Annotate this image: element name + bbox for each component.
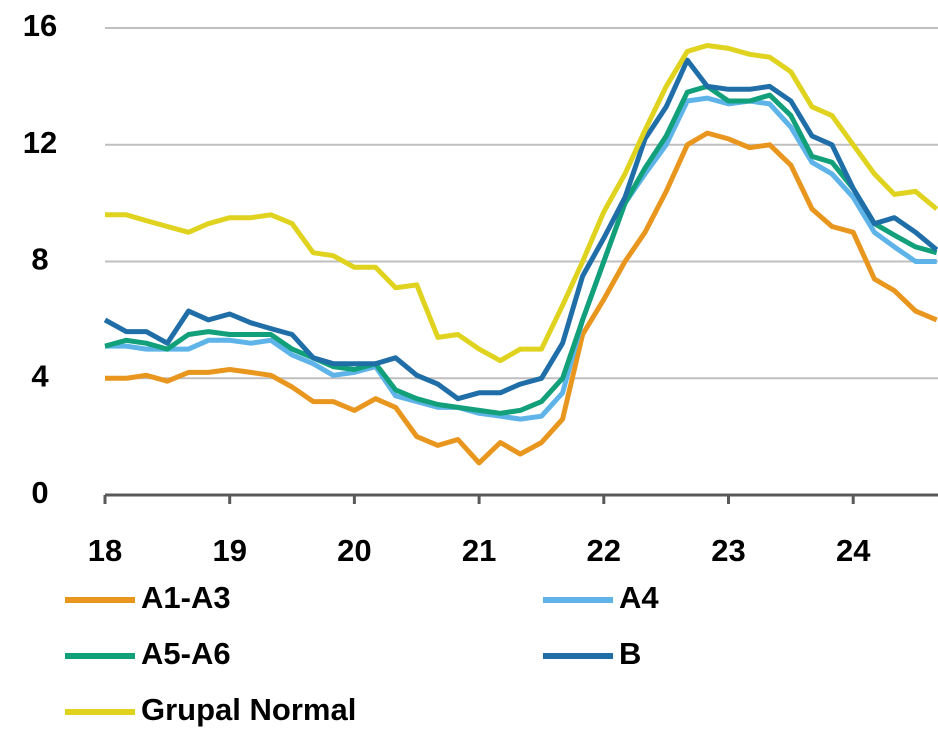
y-tick-label: 4: [31, 358, 49, 393]
series-line: [105, 43, 938, 364]
x-tick-label: 18: [88, 533, 122, 568]
legend-label: B: [619, 636, 641, 671]
series-line: [104, 83, 938, 416]
x-tick-label: 20: [337, 533, 371, 568]
legend-label: A5-A6: [141, 636, 231, 671]
series-line: [105, 130, 938, 466]
x-tick-label: 21: [462, 533, 496, 568]
legend-label: A4: [619, 580, 659, 615]
x-tick-label: 24: [836, 533, 871, 568]
legend-label: Grupal Normal: [141, 692, 356, 727]
y-tick-label: 12: [23, 125, 57, 160]
y-tick-label: 0: [31, 475, 48, 510]
legend-label: A1-A3: [141, 580, 231, 615]
y-tick-label: 8: [31, 242, 48, 277]
y-tick-label: 16: [23, 8, 57, 43]
x-tick-label: 19: [212, 533, 246, 568]
x-tick-label: 23: [711, 533, 745, 568]
x-tick-label: 22: [587, 533, 621, 568]
series-line: [105, 95, 937, 422]
series-line: [103, 57, 938, 402]
